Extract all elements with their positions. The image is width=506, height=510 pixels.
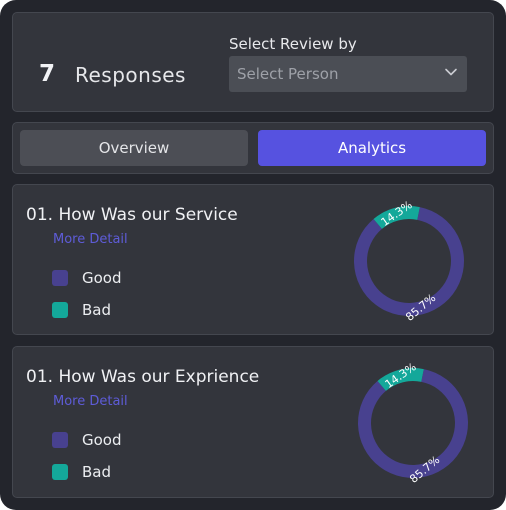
more-detail-link[interactable]: More Detail — [53, 232, 128, 247]
question-card: 01. How Was our Exprience More Detail Go… — [12, 346, 494, 498]
responses-header: 7 Responses Select Review by Select Pers… — [12, 12, 494, 112]
legend-swatch-bad — [52, 302, 68, 318]
select-person-dropdown[interactable]: Select Person — [229, 56, 467, 92]
donut-slice-good — [354, 207, 464, 316]
donut-slice-bad — [373, 206, 420, 229]
legend-label-good: Good — [82, 431, 122, 449]
question-title: 01. How Was our Exprience — [26, 367, 260, 387]
question-title: 01. How Was our Service — [26, 205, 238, 225]
legend-label-bad: Bad — [82, 301, 112, 319]
select-review-label: Select Review by — [229, 35, 357, 53]
more-detail-link[interactable]: More Detail — [53, 394, 128, 409]
response-count: 7 — [39, 61, 56, 87]
legend-swatch-good — [52, 270, 68, 286]
legend-label-good: Good — [82, 269, 122, 287]
donut-slice-bad — [377, 368, 424, 391]
tab-overview[interactable]: Overview — [20, 130, 248, 166]
donut-slice-good — [358, 369, 468, 478]
responses-label: Responses — [75, 63, 186, 87]
legend-swatch-good — [52, 432, 68, 448]
donut-chart: 85.7%14.3% — [354, 199, 464, 323]
legend-label-bad: Bad — [82, 463, 112, 481]
chevron-down-icon — [445, 68, 457, 76]
view-tabs: Overview Analytics — [12, 122, 494, 174]
tab-analytics[interactable]: Analytics — [258, 130, 486, 166]
select-person-value: Select Person — [237, 65, 339, 83]
legend-swatch-bad — [52, 464, 68, 480]
donut-chart: 85.7%14.3% — [358, 361, 468, 485]
question-card: 01. How Was our Service More Detail Good… — [12, 184, 494, 335]
